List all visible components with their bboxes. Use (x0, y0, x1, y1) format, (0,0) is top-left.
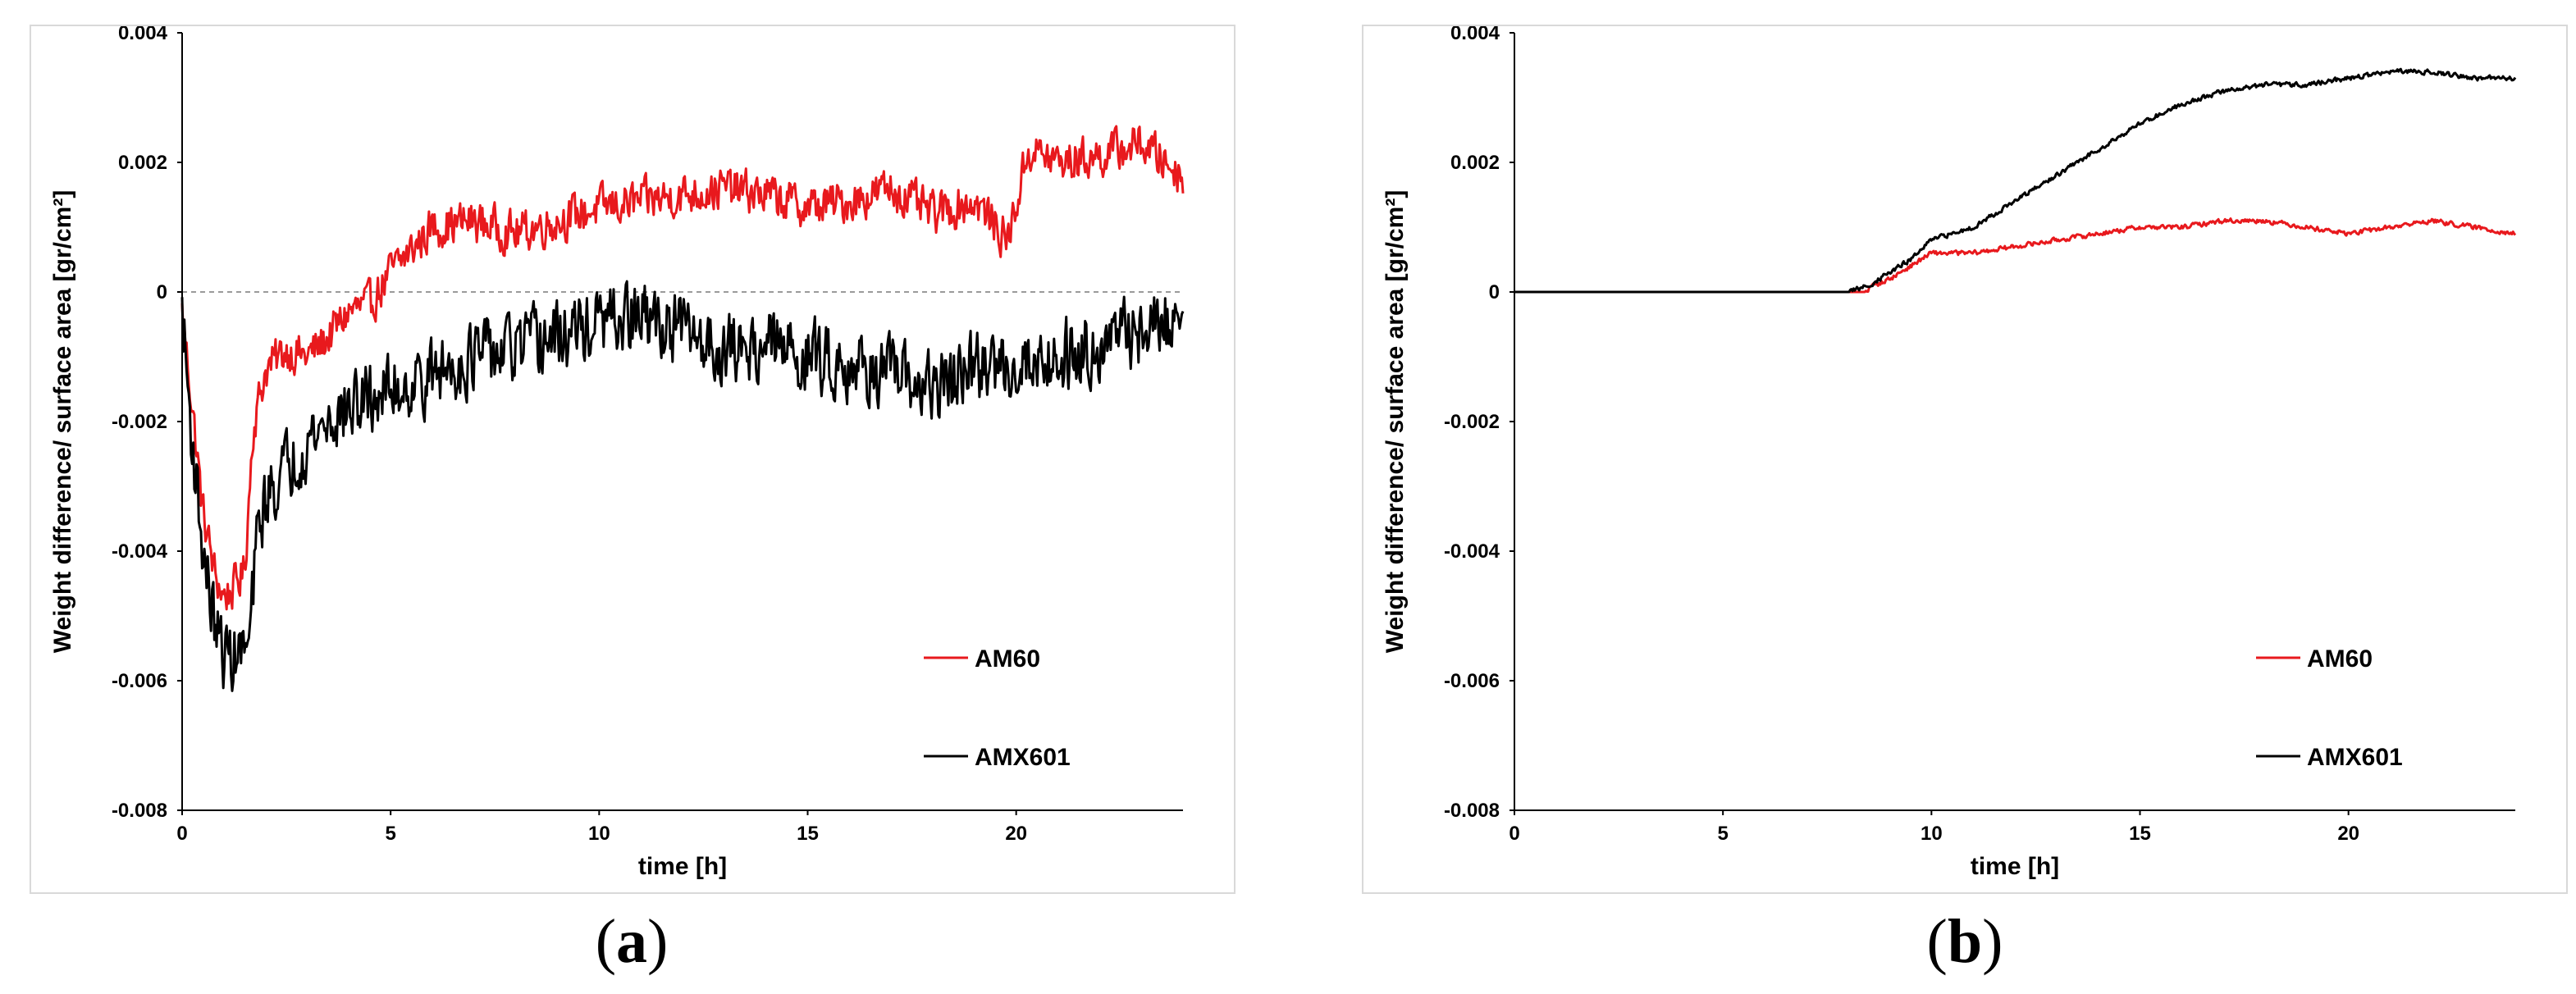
x-tick-label: 15 (2129, 823, 2151, 845)
chart-a-svg: -0.008 -0.006 -0.004 -0.002 0 0.002 0.004 0 5 10 1… (49, 26, 1185, 880)
y-tick-label: -0.008 (1444, 800, 1500, 822)
x-tick-label: 10 (588, 823, 610, 845)
x-tick-label: 10 (1921, 823, 1943, 845)
legend-label-amx601: AMX601 (975, 744, 1071, 771)
chart-panel-a: -0.008 -0.006 -0.004 -0.002 0 0.002 0.004 0 5 10 1… (30, 25, 1235, 894)
series-line-am60 (180, 125, 1185, 611)
x-tick-label: 5 (385, 823, 395, 845)
legend-label-amx601: AMX601 (2307, 744, 2403, 771)
panel-caption-a-letter: a (616, 907, 647, 976)
y-tick-label: 0.002 (118, 152, 167, 174)
x-tick-label: 5 (1717, 823, 1728, 845)
x-tick-label: 0 (1509, 823, 1519, 845)
x-axis-title: time [h] (638, 853, 727, 880)
y-tick-label: -0.006 (1444, 670, 1500, 692)
x-tick-label: 20 (1005, 823, 1027, 845)
y-tick-label: -0.006 (112, 670, 167, 692)
y-tick-label: -0.002 (112, 411, 167, 433)
panel-caption-a: (a) (595, 907, 669, 976)
chart-b-svg: -0.008 -0.006 -0.004 -0.002 0 0.002 0.004 0 5 10 1… (1382, 26, 2517, 880)
x-tick-label: 0 (176, 823, 187, 845)
series-line-amx601 (180, 280, 1185, 692)
y-tick-label: 0.002 (1450, 152, 1500, 174)
panel-caption-b: (b) (1926, 907, 2003, 976)
series-line-am60 (1514, 217, 2517, 294)
legend-label-am60: AM60 (975, 645, 1040, 673)
legend-label-am60: AM60 (2307, 645, 2373, 673)
y-axis-title: Weight difference/ surface area [gr/cm²] (49, 190, 76, 654)
y-tick-label: -0.002 (1444, 411, 1500, 433)
y-tick-label: -0.008 (112, 800, 167, 822)
y-tick-label: -0.004 (1444, 540, 1500, 563)
y-tick-label: -0.004 (112, 540, 168, 563)
x-axis-title: time [h] (1971, 853, 2059, 880)
series-line-amx601 (1514, 67, 2517, 294)
y-tick-label: 0.004 (118, 26, 168, 44)
x-tick-label: 20 (2337, 823, 2359, 845)
chart-panel-b: -0.008 -0.006 -0.004 -0.002 0 0.002 0.004 0 5 10 1… (1362, 25, 2568, 894)
y-axis-title: Weight difference/ surface area [gr/cm²] (1382, 190, 1409, 654)
y-tick-label: 0 (157, 281, 167, 303)
y-tick-label: 0.004 (1450, 26, 1500, 44)
x-tick-label: 15 (797, 823, 819, 845)
y-tick-label: 0 (1489, 281, 1500, 303)
panel-caption-b-letter: b (1947, 907, 1983, 976)
